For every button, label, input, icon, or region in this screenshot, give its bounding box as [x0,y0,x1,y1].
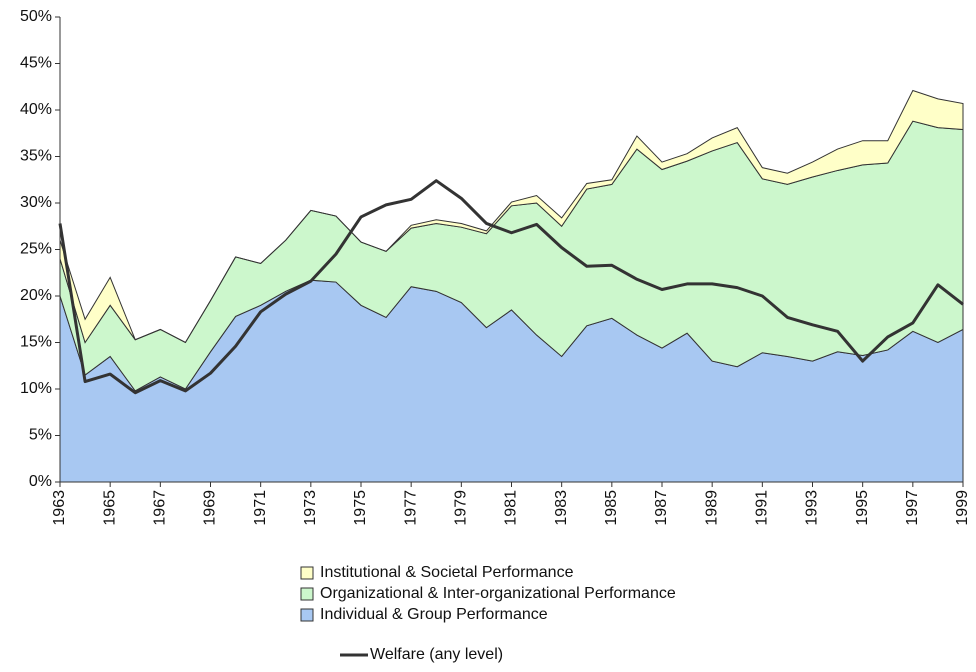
x-tick-label: 1995 [854,490,871,526]
area [59,89,964,344]
y-tick-label: 15% [20,334,52,351]
legend-label: Welfare (any level) [370,646,503,663]
legend-label: Institutional & Societal Performance [320,564,574,581]
y-tick-label: 25% [20,241,52,258]
legend-label: Individual & Group Performance [320,606,548,623]
legend-label: Organizational & Inter-organizational Pe… [320,585,676,602]
x-tick-label: 1997 [904,490,921,526]
x-tick-label: 1991 [754,490,771,526]
y-tick-label: 10% [20,380,52,397]
y-tick-label: 20% [20,287,52,304]
x-tick-label: 1977 [402,490,419,526]
line [58,179,964,395]
x-tick-label: 1981 [503,490,520,526]
x-tick-label: 1965 [101,490,118,526]
legend-swatch [300,566,314,580]
x-tick-label: 1993 [804,490,821,526]
y-tick-label: 0% [29,473,52,490]
y-tick-label: 5% [29,427,52,444]
y-tick-label: 45% [20,55,52,72]
y-tick-label: 40% [20,101,52,118]
x-tick-label: 1987 [653,490,670,526]
legend-swatch [300,587,314,601]
x-tick-label: 1989 [703,490,720,526]
x-tick-label: 1973 [302,490,319,526]
x-tick-label: 1985 [603,490,620,526]
x-tick-label: 1967 [152,490,169,526]
legend-swatch [300,608,314,622]
x-tick-label: 1971 [252,490,269,526]
x-tick-label: 1963 [51,490,68,526]
x-tick-label: 1979 [453,490,470,526]
x-tick-label: 1983 [553,490,570,526]
y-tick-label: 50% [20,8,52,25]
x-tick-label: 1999 [954,490,971,526]
y-tick-label: 35% [20,148,52,165]
y-tick-label: 30% [20,194,52,211]
x-tick-label: 1969 [202,490,219,526]
x-tick-label: 1975 [352,490,369,526]
